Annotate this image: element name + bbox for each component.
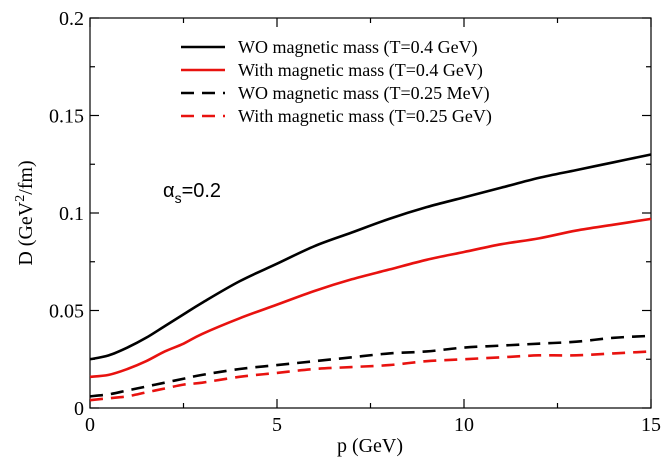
y-tick-label: 0.2 [59,8,84,30]
y-tick-label: 0.1 [59,203,84,225]
x-tick-label: 15 [641,414,661,436]
series-group [89,153,652,402]
alpha-s-annotation: αs=0.2 [163,180,221,206]
y-tick-label: 0 [74,398,84,420]
x-tick-label: 10 [454,414,474,436]
legend: WO magnetic mass (T=0.4 GeV)With magneti… [181,37,492,127]
series-line-1 [89,153,652,361]
x-tick-label: 5 [272,414,282,436]
legend-label-4: With magnetic mass (T=0.25 GeV) [238,106,492,127]
series-line-4 [89,350,652,402]
legend-label-1: WO magnetic mass (T=0.4 GeV) [238,37,478,58]
series-line-2 [89,217,652,379]
x-axis-label: p (GeV) [337,435,403,457]
y-tick-label: 0.15 [49,106,84,128]
legend-label-2: With magnetic mass (T=0.4 GeV) [238,60,483,81]
series-line-3 [89,334,652,398]
y-axis-label: D (GeV2/fm) [13,160,37,265]
legend-label-3: WO magnetic mass (T=0.25 MeV) [238,83,490,104]
axis-ticks: 0 5 10 15 0 0.05 0.1 0.15 0.2 [49,8,661,436]
x-tick-label: 0 [85,414,95,436]
y-tick-label: 0.05 [49,301,84,323]
